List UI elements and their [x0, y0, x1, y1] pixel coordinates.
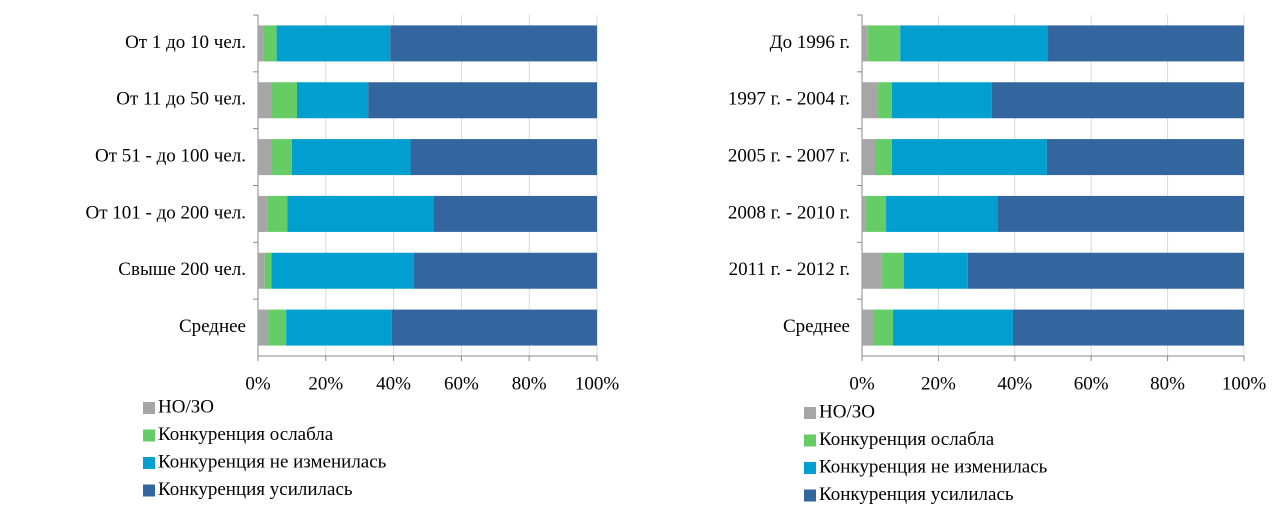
bar-segment — [264, 252, 272, 289]
legend-swatch — [143, 402, 155, 414]
bar-segment — [892, 309, 1013, 346]
legend-swatch — [143, 457, 155, 469]
bar-segment — [862, 25, 868, 62]
x-tick-label: 60% — [444, 373, 479, 394]
x-tick-label: 40% — [997, 373, 1032, 394]
bar-segment — [390, 25, 597, 62]
bar-segment — [296, 82, 369, 119]
x-tick-label: 100% — [575, 373, 620, 394]
x-tick-label: 80% — [1150, 373, 1185, 394]
bar-segment — [891, 139, 1047, 176]
y-tick-label: 1997 г. - 2004 г. — [728, 89, 850, 110]
bar-segment — [874, 139, 892, 176]
y-tick-label: До 1996 г. — [770, 32, 850, 53]
legend-label: Конкуренция ослабла — [819, 429, 995, 450]
bar-segment — [410, 139, 597, 176]
bar-segment — [997, 195, 1244, 232]
bar-segment — [271, 139, 292, 176]
y-tick-label: От 101 - до 200 чел. — [86, 202, 247, 223]
y-tick-label: Свыше 200 чел. — [118, 259, 246, 280]
y-tick-label: 2011 г. - 2012 г. — [729, 259, 850, 280]
legend-label: Конкуренция ослабла — [158, 424, 334, 445]
y-tick-label: Среднее — [783, 316, 850, 337]
x-tick-label: 40% — [376, 373, 411, 394]
bar-segment — [271, 252, 414, 289]
y-tick-label: От 1 до 10 чел. — [125, 32, 246, 53]
bar-segment — [900, 25, 1049, 62]
legend-swatch — [804, 489, 816, 502]
bar-segment — [433, 195, 597, 232]
bar-segment — [258, 25, 264, 62]
bar-segment — [258, 82, 272, 119]
x-tick-label: 0% — [849, 373, 875, 394]
x-tick-label: 20% — [921, 373, 956, 394]
bar-segment — [862, 139, 875, 176]
y-tick-label: Среднее — [179, 316, 246, 337]
x-tick-label: 100% — [1222, 373, 1267, 394]
y-tick-label: От 11 до 50 чел. — [116, 89, 246, 110]
bar-segment — [268, 309, 287, 346]
y-tick-label: 2005 г. - 2007 г. — [728, 145, 850, 166]
bar-segment — [904, 252, 968, 289]
bar-segment — [1046, 139, 1244, 176]
bar-segment — [258, 309, 269, 346]
legend-swatch — [804, 462, 816, 474]
bar-segment — [267, 195, 288, 232]
bar-segment — [413, 252, 597, 289]
bar-segment — [881, 252, 905, 289]
bar-segment — [391, 309, 597, 346]
bar-segment — [878, 82, 892, 119]
x-tick-label: 80% — [512, 373, 547, 394]
y-tick-label: 2008 г. - 2010 г. — [728, 202, 850, 223]
bar-segment — [287, 195, 434, 232]
legend-label: Конкуренция усилилась — [819, 484, 1014, 505]
bar-segment — [258, 252, 265, 289]
legend-label: НО/ЗО — [158, 396, 214, 417]
bar-segment — [1012, 309, 1244, 346]
bar-segment — [862, 82, 879, 119]
bar-segment — [291, 139, 411, 176]
legend-label: Конкуренция не изменилась — [819, 456, 1048, 477]
bar-segment — [862, 195, 866, 232]
bar-segment — [967, 252, 1244, 289]
bar-segment — [886, 195, 998, 232]
bar-segment — [276, 25, 391, 62]
bar-segment — [258, 139, 272, 176]
bar-segment — [991, 82, 1244, 119]
bar-segment — [263, 25, 277, 62]
bar-segment — [258, 195, 268, 232]
bar-segment — [368, 82, 597, 119]
legend-swatch — [804, 434, 816, 447]
bar-segment — [271, 82, 297, 119]
bar-segment — [865, 195, 887, 232]
legend-swatch — [804, 407, 816, 419]
legend-label: Конкуренция усилилась — [158, 479, 353, 500]
legend-swatch — [143, 484, 155, 497]
bar-segment — [873, 309, 893, 346]
bar-segment — [867, 25, 901, 62]
bar-segment — [286, 309, 392, 346]
bar-segment — [891, 82, 992, 119]
x-tick-label: 0% — [245, 373, 271, 394]
bar-segment — [1048, 25, 1244, 62]
x-tick-label: 20% — [308, 373, 343, 394]
bar-segment — [862, 252, 882, 289]
x-tick-label: 60% — [1074, 373, 1109, 394]
legend-label: Конкуренция не изменилась — [158, 451, 387, 472]
bar-segment — [862, 309, 874, 346]
legend-swatch — [143, 429, 155, 442]
y-tick-label: От 51 - до 100 чел. — [95, 145, 246, 166]
legend-label: НО/ЗО — [819, 401, 875, 422]
